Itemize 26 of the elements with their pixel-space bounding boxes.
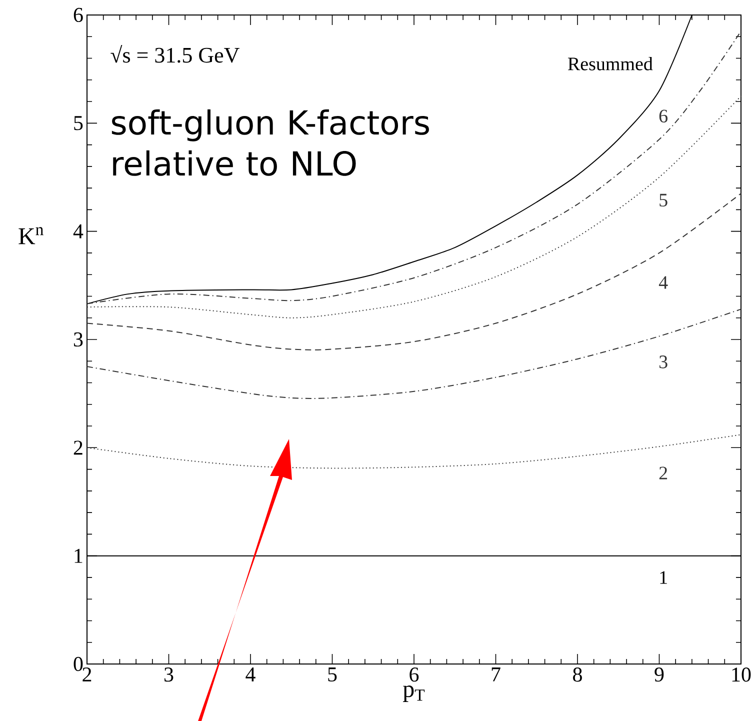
x-tick-label: 5 (328, 668, 337, 682)
series-label: Resummed (568, 56, 653, 70)
x-axis-title: p$_{T}$ (403, 686, 425, 702)
series-label: 2 (659, 466, 668, 480)
y-tick-label: 5 (74, 116, 83, 130)
y-tick-label: 2 (74, 440, 82, 455)
x-tick-label: 6 (410, 668, 419, 682)
x-tick-label: 10 (732, 668, 751, 682)
x-tick-label: 7 (492, 668, 500, 682)
y-tick-label: 4 (73, 224, 84, 238)
annotation: √s = 31.5 GeV (110, 45, 240, 63)
y-tick-label: 0 (74, 656, 83, 672)
y-tick-label: 1 (74, 548, 82, 563)
y-tick-label: 3 (74, 332, 83, 347)
series-label: 5 (660, 194, 668, 207)
x-tick-label: 9 (654, 668, 664, 682)
x-tick-label: 3 (164, 668, 174, 682)
series-label: 1 (660, 571, 667, 584)
y-tick-label: 6 (74, 8, 83, 22)
x-tick-label: 8 (573, 668, 582, 682)
series-label: 3 (659, 356, 668, 368)
series-label: 4 (658, 276, 668, 289)
annotation: soft-gluon K-factors relative to NLO (112, 109, 429, 176)
y-axis-title: K$^{n}$ (18, 227, 44, 244)
series-label: 6 (659, 110, 668, 123)
x-tick-label: 4 (246, 668, 256, 682)
